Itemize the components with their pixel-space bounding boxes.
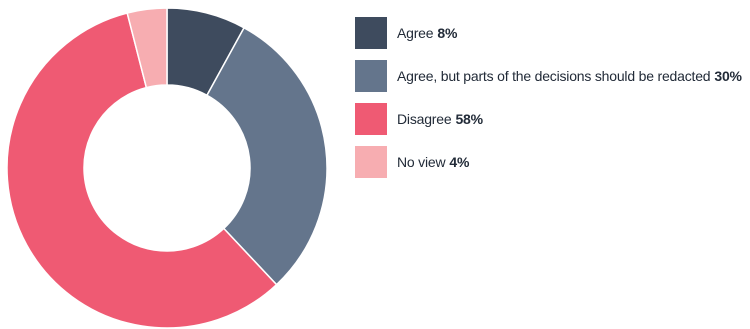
donut-slices [6, 7, 328, 329]
donut-slice-no-view [126, 7, 168, 89]
legend-item-no-view: No view 4% [355, 146, 745, 178]
legend-swatch-disagree [355, 103, 387, 135]
legend-label-agree-redacted: Agree, but parts of the decisions should… [397, 68, 711, 84]
donut-slice-disagree [6, 12, 278, 329]
legend-item-agree: Agree 8% [355, 17, 745, 49]
donut-slice-agree-but-parts-of-the-decisions-should-be-redacted [205, 26, 328, 286]
legend-value-agree-redacted: 30% [714, 68, 742, 84]
legend-swatch-agree-redacted [355, 60, 387, 92]
legend-swatch-agree [355, 17, 387, 49]
legend-value-no-view: 4% [449, 154, 470, 170]
legend-swatch-no-view [355, 146, 387, 178]
legend-value-disagree: 58% [455, 111, 483, 127]
legend-item-agree-redacted: Agree, but parts of the decisions should… [355, 60, 745, 92]
donut-chart [6, 7, 328, 329]
legend-value-agree: 8% [437, 25, 458, 41]
legend-item-disagree: Disagree 58% [355, 103, 745, 135]
chart-legend: Agree 8% Agree, but parts of the decision… [355, 17, 745, 189]
legend-label-disagree: Disagree [397, 111, 452, 127]
legend-label-no-view: No view [397, 154, 446, 170]
legend-label-agree: Agree [397, 25, 434, 41]
